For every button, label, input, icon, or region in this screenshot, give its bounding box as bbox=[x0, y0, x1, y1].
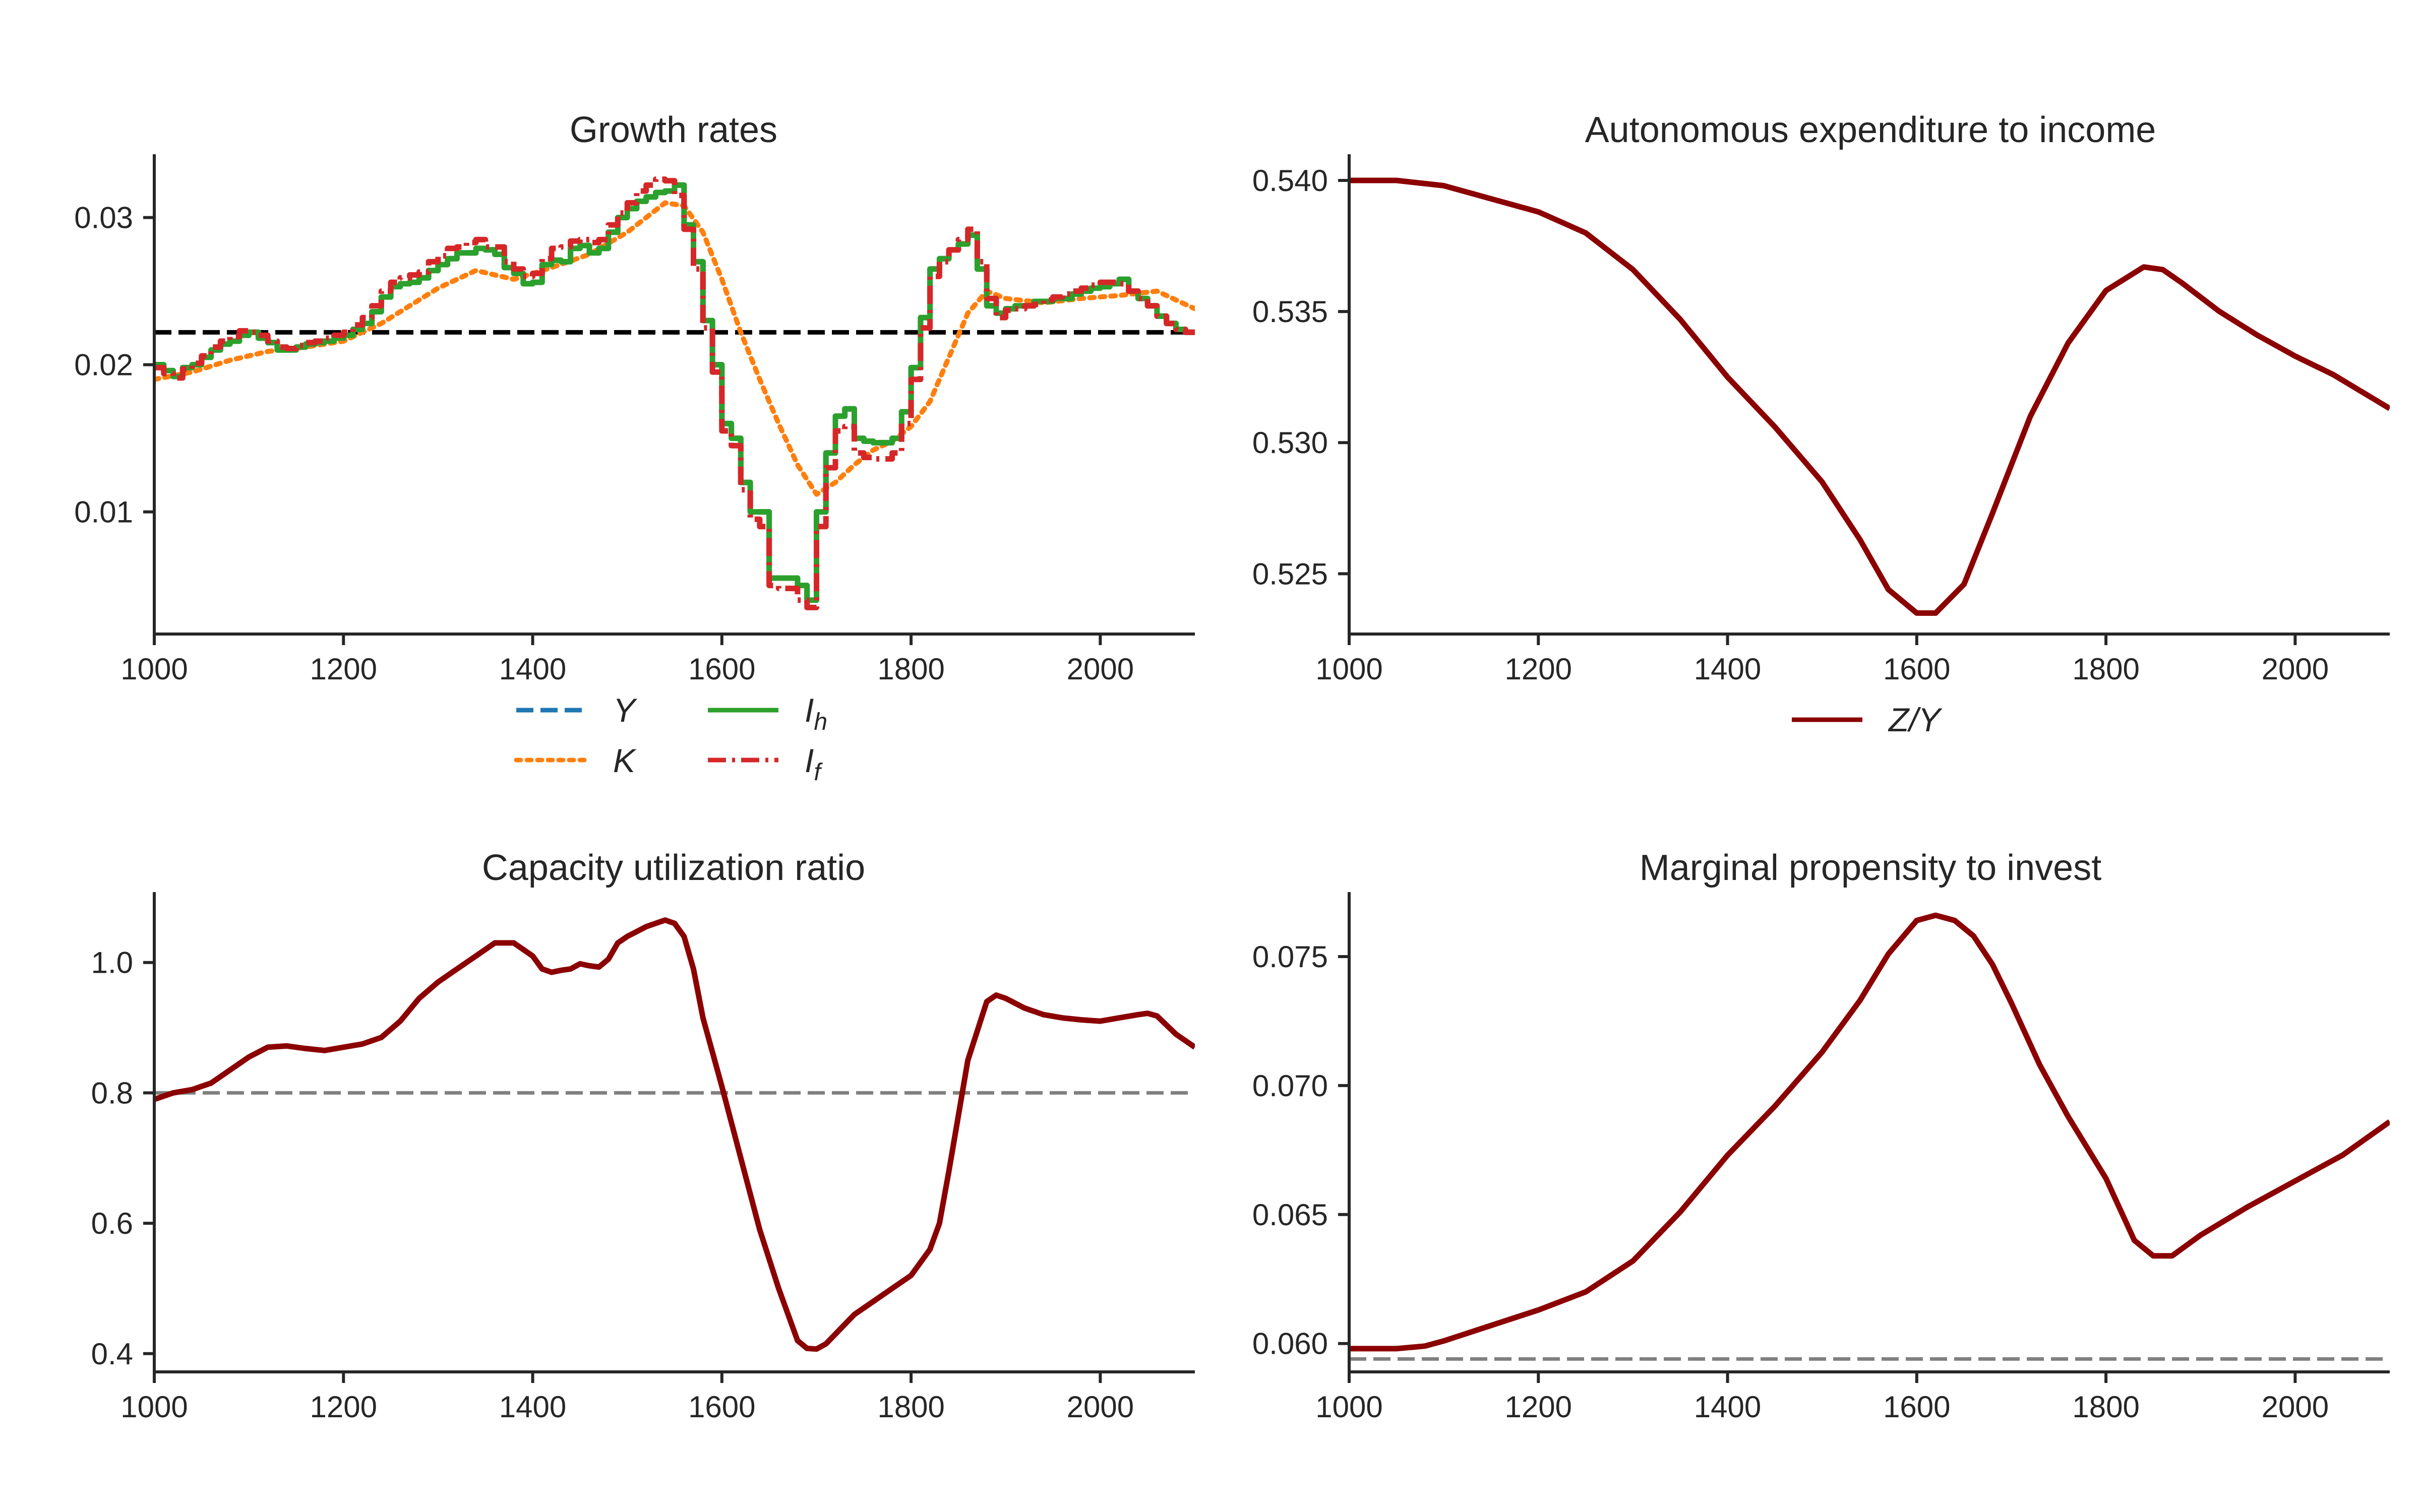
legend-label-ih-sub: h bbox=[814, 709, 827, 735]
series-line-growth-i-h bbox=[154, 182, 1195, 603]
x-tick-label-propensity-5: 2000 bbox=[2262, 1390, 2329, 1424]
legend-autonomous: Z/Y bbox=[1792, 701, 1943, 738]
x-tick-label-propensity-0: 1000 bbox=[1315, 1390, 1382, 1424]
chart-title-capacity: Capacity utilization ratio bbox=[482, 848, 865, 888]
y-tick-label-autonomous-1: 0.530 bbox=[1252, 426, 1328, 460]
series-line-autonomous-z-y bbox=[1349, 177, 2390, 616]
x-tick-label-autonomous-0: 1000 bbox=[1315, 652, 1382, 686]
x-tick-label-growth-3: 1600 bbox=[688, 652, 755, 686]
x-tick-label-growth-1: 1200 bbox=[310, 652, 377, 686]
x-tick-label-growth-4: 1800 bbox=[877, 652, 944, 686]
y-tick-label-autonomous-0: 0.525 bbox=[1252, 557, 1328, 591]
x-tick-label-capacity-1: 1200 bbox=[310, 1390, 377, 1424]
panel-marginal-propensity: Marginal propensity to invest 1000 1200 14… bbox=[1252, 848, 2390, 1424]
chart-title-propensity: Marginal propensity to invest bbox=[1640, 848, 2101, 888]
series-group-autonomous bbox=[1349, 177, 2390, 616]
y-tick-label-growth-1: 0.02 bbox=[74, 348, 133, 382]
x-tick-label-autonomous-5: 2000 bbox=[2262, 652, 2329, 686]
y-tick-label-capacity-1: 0.6 bbox=[91, 1207, 133, 1240]
legend-label-ih-main: I bbox=[805, 691, 814, 729]
x-tick-label-growth-5: 2000 bbox=[1067, 652, 1134, 686]
y-tick-label-propensity-3: 0.075 bbox=[1252, 940, 1328, 974]
plot-area-growth: 1000 1200 1400 1600 1800 2000 0.01 0.02 0.03 bbox=[74, 154, 1195, 686]
x-tick-label-propensity-1: 1200 bbox=[1505, 1390, 1572, 1424]
y-tick-label-autonomous-3: 0.540 bbox=[1252, 164, 1328, 198]
series-line-propensity-0 bbox=[1349, 912, 2390, 1352]
x-tick-label-propensity-2: 1400 bbox=[1694, 1390, 1761, 1424]
series-group-propensity bbox=[1349, 912, 2390, 1361]
y-tick-label-propensity-1: 0.065 bbox=[1252, 1198, 1328, 1232]
y-tick-label-propensity-2: 0.070 bbox=[1252, 1069, 1328, 1103]
x-tick-label-capacity-0: 1000 bbox=[120, 1390, 188, 1424]
panel-autonomous-expenditure: Autonomous expenditure to income 1000 120… bbox=[1252, 110, 2390, 738]
series-group-growth bbox=[154, 176, 1195, 610]
legend-label-zy: Z/Y bbox=[1888, 701, 1943, 738]
panel-growth-rates: Growth rates 1000 1200 1400 1600 1800 2000 0.0… bbox=[74, 110, 1195, 786]
legend-label-k: K bbox=[613, 742, 637, 779]
chart-title-autonomous: Autonomous expenditure to income bbox=[1585, 110, 2156, 150]
legend-label-y: Y bbox=[613, 691, 637, 729]
series-line-growth-i-f bbox=[154, 176, 1195, 610]
x-tick-label-capacity-5: 2000 bbox=[1067, 1390, 1134, 1424]
y-tick-label-growth-0: 0.01 bbox=[74, 495, 133, 529]
x-tick-label-growth-2: 1400 bbox=[499, 652, 566, 686]
legend-label-ih: Ih bbox=[805, 691, 827, 735]
x-tick-label-capacity-3: 1600 bbox=[688, 1390, 755, 1424]
y-tick-label-capacity-3: 1.0 bbox=[91, 946, 133, 980]
y-tick-label-autonomous-2: 0.535 bbox=[1252, 295, 1328, 329]
plot-area-propensity: 1000 1200 1400 1600 1800 2000 0.060 0.065 0.070 0… bbox=[1252, 892, 2390, 1424]
panel-capacity-utilization: Capacity utilization ratio 1000 1200 1400 1… bbox=[91, 848, 1195, 1424]
x-tick-label-autonomous-3: 1600 bbox=[1883, 652, 1950, 686]
x-tick-label-autonomous-2: 1400 bbox=[1694, 652, 1761, 686]
legend-growth: Y K Ih If bbox=[514, 691, 827, 786]
x-tick-label-autonomous-1: 1200 bbox=[1505, 652, 1572, 686]
series-line-growth-k bbox=[154, 200, 1195, 497]
chart-title-growth: Growth rates bbox=[570, 110, 777, 150]
x-tick-label-propensity-3: 1600 bbox=[1883, 1390, 1950, 1424]
y-tick-label-growth-2: 0.03 bbox=[74, 201, 133, 235]
x-tick-label-capacity-2: 1400 bbox=[499, 1390, 566, 1424]
legend-label-if-main: I bbox=[805, 742, 814, 779]
y-tick-label-capacity-0: 0.4 bbox=[91, 1337, 133, 1371]
plot-area-capacity: 1000 1200 1400 1600 1800 2000 0.4 0.6 0.8 1.0 bbox=[91, 892, 1195, 1424]
x-tick-label-propensity-4: 1800 bbox=[2072, 1390, 2139, 1424]
y-tick-label-capacity-2: 0.8 bbox=[91, 1076, 133, 1110]
x-tick-label-autonomous-4: 1800 bbox=[2072, 652, 2139, 686]
x-tick-label-capacity-4: 1800 bbox=[877, 1390, 944, 1424]
y-tick-label-propensity-0: 0.060 bbox=[1252, 1327, 1328, 1361]
series-group-capacity bbox=[154, 917, 1195, 1352]
plot-area-autonomous: 1000 1200 1400 1600 1800 2000 0.525 0.530 0.535 0… bbox=[1252, 154, 2390, 686]
x-tick-label-growth-0: 1000 bbox=[120, 652, 188, 686]
series-line-capacity-0 bbox=[154, 917, 1195, 1352]
